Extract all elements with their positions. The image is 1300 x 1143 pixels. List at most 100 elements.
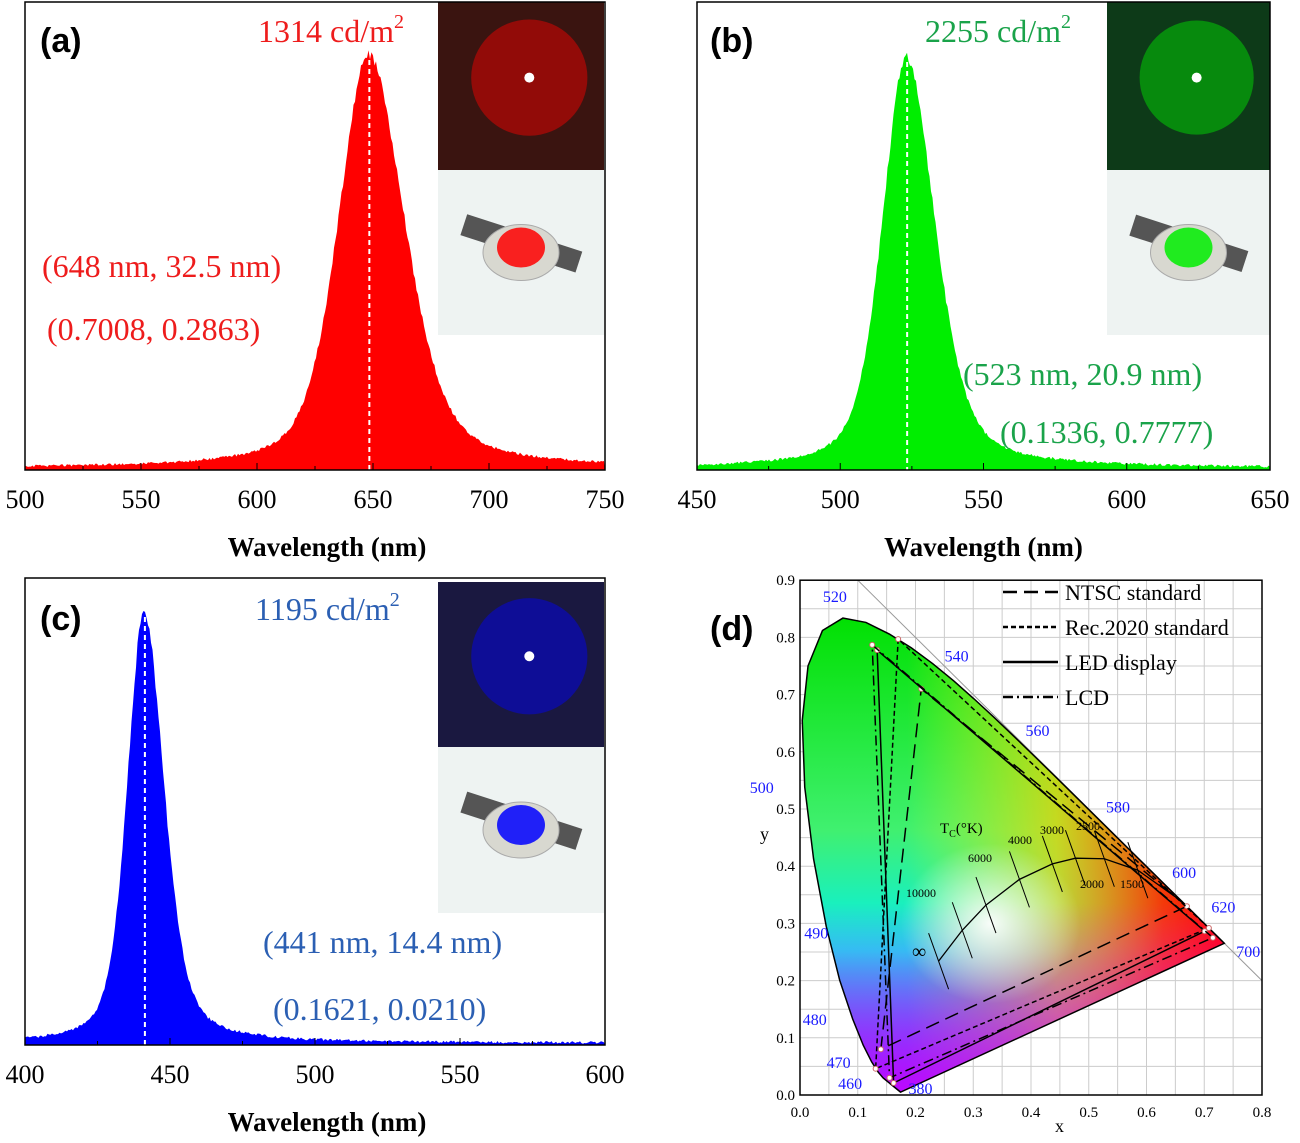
- luminance-label: 1314 cd/m2: [258, 11, 404, 49]
- led-lens: [497, 805, 545, 845]
- cct-title-t: T: [940, 821, 949, 837]
- cct-label: 1500: [1120, 877, 1144, 891]
- panel-label: (c): [40, 600, 82, 638]
- y-tick-label: 0.8: [776, 630, 795, 646]
- luminance-label: 1195 cd/m2: [255, 589, 400, 627]
- wavelength-label: 480: [803, 1012, 827, 1029]
- y-tick-label: 0.9: [776, 573, 795, 589]
- peak-fwhm-annotation: (441 nm, 14.4 nm): [263, 924, 502, 960]
- cie-coordinate-annotation: (0.1621, 0.0210): [273, 991, 486, 1027]
- x-tick-label: 650: [1251, 485, 1290, 514]
- wavelength-label: 500: [750, 780, 774, 797]
- cct-label: 10000: [906, 886, 936, 900]
- led-light-spot: [524, 73, 534, 83]
- luminance-superscript: 2: [1061, 11, 1071, 33]
- luminance-value: 1314 cd/m: [258, 13, 394, 49]
- cct-label: 4000: [1008, 833, 1032, 847]
- y-axis-title: y: [760, 824, 769, 844]
- led-lens: [497, 228, 545, 268]
- spectrum-panel-c: 400 450 500 550 600 Wavelength (nm) (c) 1195 cd…: [6, 578, 625, 1137]
- x-tick-label: 0.4: [1022, 1105, 1041, 1121]
- x-tick-label: 500: [296, 1060, 335, 1089]
- spectrum-panel-b: 450 500 550 600 650 Wavelength (nm) (b) 2255 cd…: [678, 2, 1290, 562]
- panel-label: (b): [710, 22, 753, 60]
- y-tick-label: 0.1: [776, 1031, 795, 1047]
- y-tick-label: 0.7: [776, 688, 795, 704]
- peak-fwhm-annotation: (523 nm, 20.9 nm): [963, 356, 1202, 392]
- y-tick-label: 0.0: [776, 1088, 795, 1104]
- luminance-value: 2255 cd/m: [925, 13, 1061, 49]
- primary-point: [870, 642, 875, 647]
- x-tick-label: 500: [6, 485, 45, 514]
- legend-label: LCD: [1065, 685, 1109, 710]
- cct-label: ∞: [912, 941, 926, 963]
- x-axis-title: Wavelength (nm): [228, 1107, 427, 1137]
- luminance-superscript: 2: [394, 11, 404, 33]
- cie-coordinate-annotation: (0.1336, 0.7777): [1000, 414, 1213, 450]
- x-axis-title: Wavelength (nm): [884, 532, 1083, 562]
- x-tick-label: 650: [354, 485, 393, 514]
- x-tick-label: 0.3: [964, 1105, 983, 1121]
- cct-label: 6000: [968, 851, 992, 865]
- x-tick-label: 550: [122, 485, 161, 514]
- wavelength-label: 490: [804, 925, 828, 942]
- x-tick-label: 0.0: [791, 1105, 810, 1121]
- x-tick-label: 400: [6, 1060, 45, 1089]
- primary-point: [887, 1075, 892, 1080]
- x-tick-label: 450: [151, 1060, 190, 1089]
- cct-title-rest: (°K): [956, 821, 983, 837]
- y-tick-label: 0.2: [776, 974, 795, 990]
- peak-fwhm-annotation: (648 nm, 32.5 nm): [42, 248, 281, 284]
- x-tick-label: 600: [1107, 485, 1146, 514]
- x-tick-label: 0.5: [1079, 1105, 1098, 1121]
- primary-point: [873, 1066, 878, 1071]
- wavelength-label: 620: [1211, 900, 1235, 917]
- x-tick-label: 600: [238, 485, 277, 514]
- x-tick-label: 0.7: [1195, 1105, 1214, 1121]
- x-tick-label: 700: [470, 485, 509, 514]
- wavelength-label: 560: [1025, 723, 1049, 740]
- x-tick-label: 0.8: [1253, 1105, 1272, 1121]
- legend-label: NTSC standard: [1065, 580, 1201, 605]
- y-tick-label: 0.3: [776, 916, 795, 932]
- x-axis-title: Wavelength (nm): [228, 532, 427, 562]
- panel-label: (d): [710, 610, 753, 648]
- led-lens: [1165, 228, 1213, 268]
- y-tick-label: 0.4: [776, 859, 795, 875]
- x-tick-label: 0.1: [848, 1105, 867, 1121]
- luminance-superscript: 2: [390, 589, 400, 611]
- y-tick-label: 0.6: [776, 745, 795, 761]
- wavelength-label: 700: [1236, 944, 1260, 961]
- x-tick-label: 500: [821, 485, 860, 514]
- primary-point: [896, 637, 901, 642]
- x-tick-label: 600: [586, 1060, 625, 1089]
- x-tick-label: 0.2: [906, 1105, 925, 1121]
- cie-coordinate-annotation: (0.7008, 0.2863): [47, 311, 260, 347]
- led-light-spot: [1192, 73, 1202, 83]
- primary-point: [1210, 935, 1215, 940]
- luminance-value: 1195 cd/m: [255, 591, 390, 627]
- wavelength-label: 460: [838, 1076, 862, 1093]
- gamut-fill: [800, 615, 1227, 1095]
- x-tick-label: 550: [964, 485, 1003, 514]
- x-tick-label: 450: [678, 485, 717, 514]
- cct-label: 2000: [1080, 877, 1104, 891]
- wavelength-label: 580: [1106, 800, 1130, 817]
- primary-point: [878, 1047, 883, 1052]
- primary-point: [891, 1080, 896, 1085]
- y-tick-label: 0.5: [776, 802, 795, 818]
- wavelength-label: 540: [945, 649, 969, 666]
- wavelength-label: 470: [827, 1055, 851, 1072]
- x-axis-title: x: [1055, 1116, 1064, 1136]
- legend-label: LED display: [1065, 650, 1177, 675]
- wavelength-label: 520: [823, 589, 847, 606]
- x-tick-label: 550: [441, 1060, 480, 1089]
- wavelength-label: 600: [1172, 865, 1196, 882]
- cct-label: 3000: [1040, 823, 1064, 837]
- x-tick-label: 750: [586, 485, 625, 514]
- legend-label: Rec.2020 standard: [1065, 615, 1229, 640]
- led-light-spot: [524, 651, 534, 661]
- spectrum-panel-a: 500 550 600 650 700 750 Wavelength (nm) (a) 1314…: [6, 2, 625, 562]
- x-tick-label: 0.6: [1137, 1105, 1156, 1121]
